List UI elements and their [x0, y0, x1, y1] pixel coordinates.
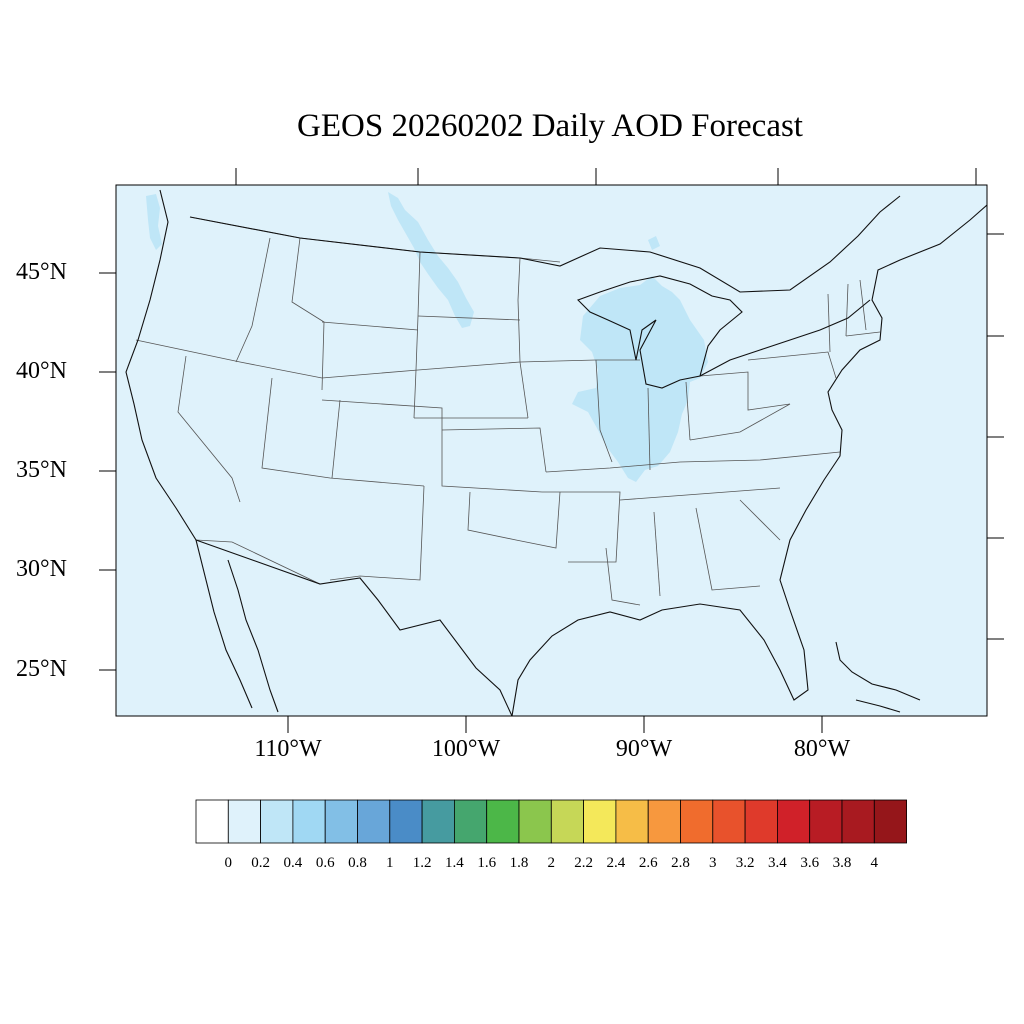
lat-label-30n: 30°N — [16, 556, 67, 582]
lon-label-110w: 110°W — [254, 736, 322, 762]
aod-0.2-0.4-great-lakes-midwest — [572, 276, 708, 482]
colorbar-swatch — [647, 799, 681, 844]
colorbar — [195, 799, 907, 844]
colorbar-tick-label: 0.8 — [348, 855, 367, 871]
colorbar-tick-label: 1.8 — [509, 855, 529, 871]
colorbar-swatch — [324, 799, 358, 844]
colorbar-tick-label: 3.8 — [832, 855, 852, 871]
colorbar-swatch — [841, 799, 875, 844]
colorbar-tick-label: 2.6 — [638, 855, 658, 871]
lon-label-90w: 90°W — [615, 736, 673, 762]
colorbar-swatch — [195, 799, 229, 844]
colorbar-swatch — [777, 799, 811, 844]
colorbar-swatch — [550, 799, 584, 844]
map-tickmarks — [99, 168, 1004, 733]
lat-label-25n: 25°N — [16, 656, 67, 682]
lon-label-80w: 80°W — [793, 736, 851, 762]
lat-label-45n: 45°N — [16, 259, 67, 285]
colorbar-swatch — [680, 799, 714, 844]
map-background — [116, 185, 987, 716]
colorbar-swatch — [357, 799, 391, 844]
colorbar-tick-label: 3.2 — [735, 855, 755, 871]
colorbar-tick-label: 2.8 — [671, 855, 690, 871]
lat-label-40n: 40°N — [16, 358, 67, 384]
colorbar-swatch — [227, 799, 262, 844]
colorbar-swatch — [453, 799, 488, 844]
colorbar-tick-label: 2.2 — [574, 855, 593, 871]
lon-label-100w: 100°W — [431, 736, 501, 762]
colorbar-tick-label: 0 — [224, 855, 233, 871]
coastlines — [125, 189, 987, 716]
colorbar-tick-label: 3.4 — [768, 855, 787, 871]
colorbar-tick-label: 1.6 — [477, 855, 497, 871]
colorbar-swatch — [744, 799, 778, 844]
map-frame — [115, 184, 988, 717]
colorbar-tick-label: 3 — [709, 855, 717, 871]
lat-label-35n: 35°N — [16, 457, 67, 483]
colorbar-tick-label: 1.2 — [412, 855, 432, 871]
colorbar-tick-label: 3.6 — [800, 855, 820, 871]
colorbar-swatch — [260, 799, 294, 844]
colorbar-swatch — [421, 799, 455, 844]
colorbar-swatch — [873, 799, 907, 844]
colorbar-swatch — [712, 799, 746, 844]
colorbar-swatch — [615, 799, 649, 844]
colorbar-swatch — [583, 799, 617, 844]
colorbar-tick-label: 1 — [386, 855, 394, 871]
colorbar-tick-label: 2 — [547, 855, 556, 871]
colorbar-tick-label: 0.4 — [283, 855, 303, 871]
aod-0.2-0.4-northern-plains — [388, 192, 474, 328]
colorbar-tick-label: 0.2 — [251, 855, 270, 871]
map-title: GEOS 20260202 Daily AOD Forecast — [297, 108, 803, 144]
colorbar-tick-label: 2.4 — [606, 855, 626, 871]
aod-0.2-0.4-puget-sound — [146, 194, 162, 250]
aod-0.2-0.4-iowa-spot — [648, 236, 660, 250]
colorbar-swatch — [486, 799, 520, 844]
colorbar-tick-label: 1.4 — [445, 855, 464, 871]
colorbar-swatch — [389, 799, 423, 844]
colorbar-tick-label: 4 — [870, 855, 879, 871]
colorbar-swatch — [292, 799, 326, 844]
colorbar-swatch — [518, 799, 552, 844]
colorbar-swatch — [809, 799, 843, 844]
colorbar-tick-label: 0.6 — [315, 855, 335, 871]
